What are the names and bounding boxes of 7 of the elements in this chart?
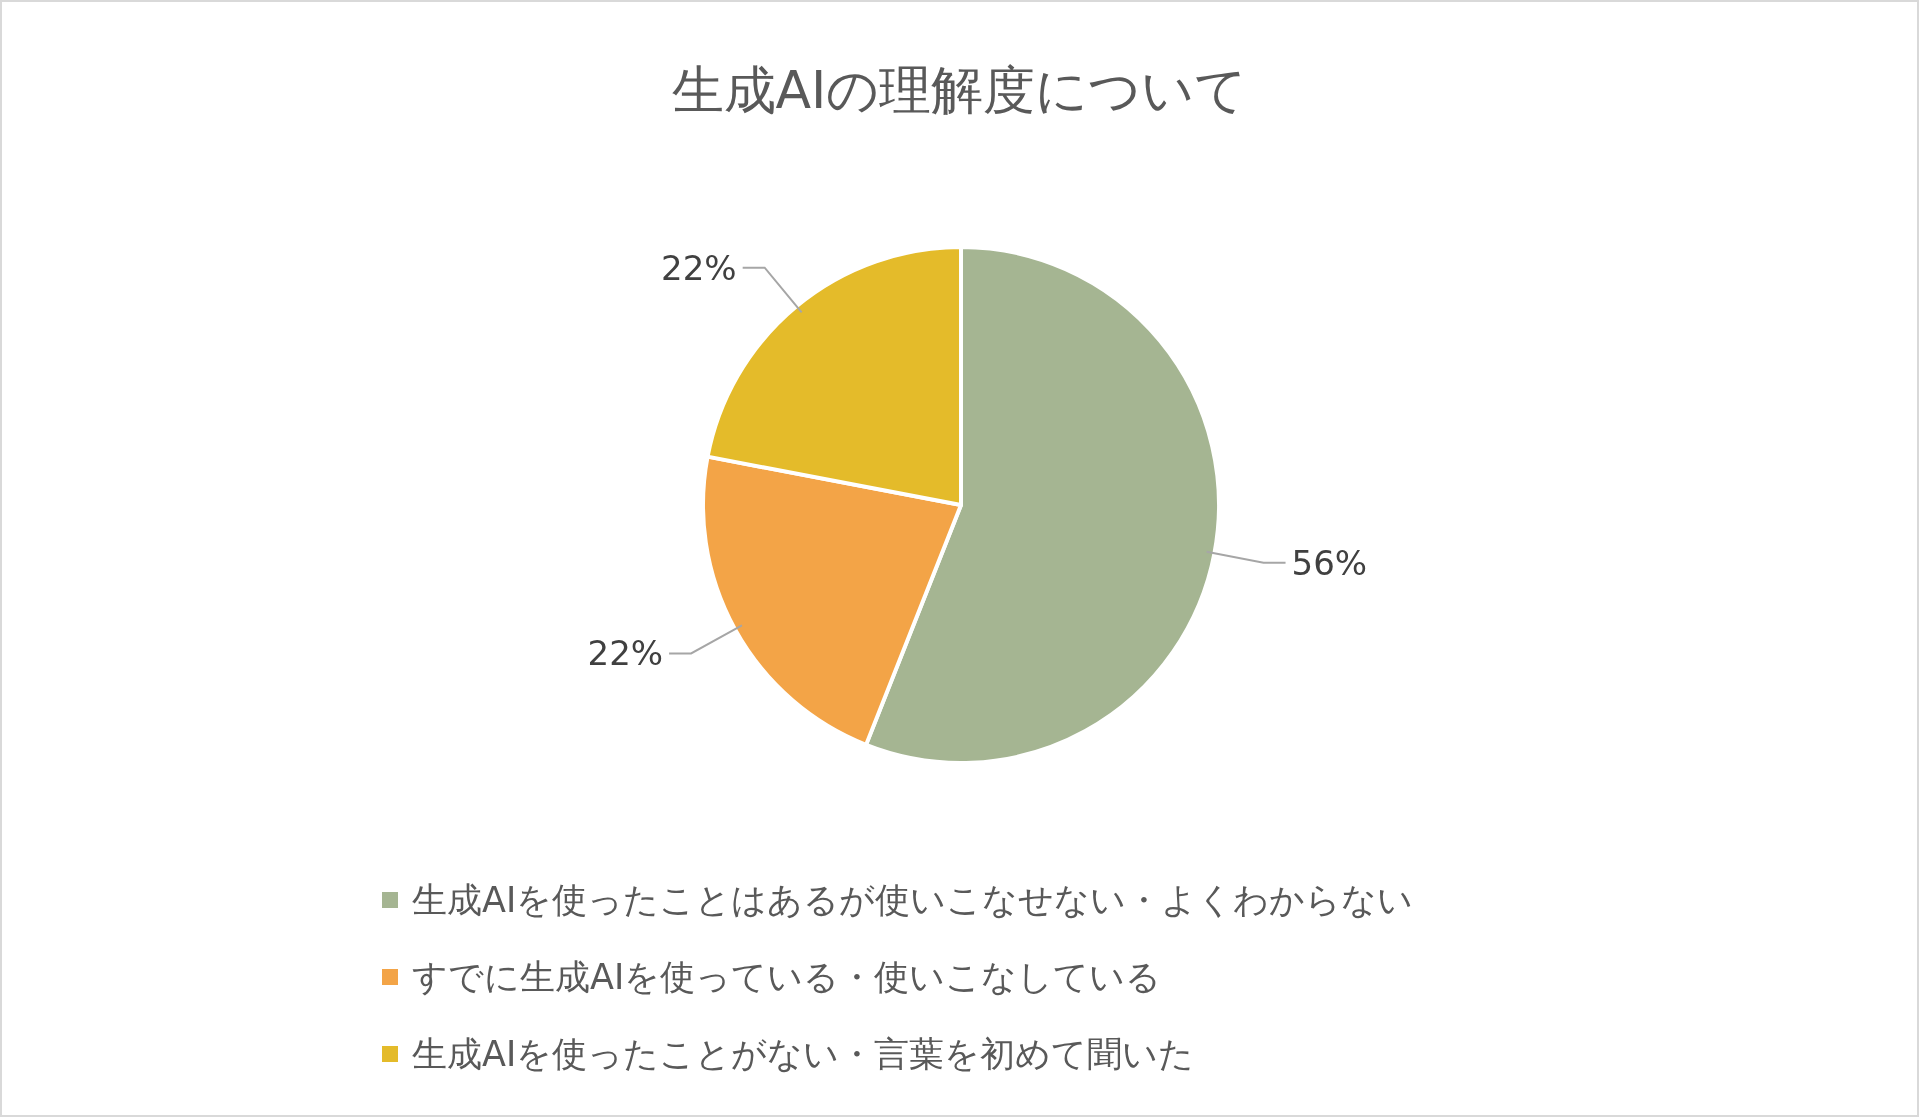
data-label: 22%	[587, 633, 664, 674]
legend-label: 生成AIを使ったことがない・言葉を初めて聞いた	[412, 1034, 1195, 1074]
legend-label: すでに生成AIを使っている・使いこなしている	[412, 957, 1162, 997]
legend-label: 生成AIを使ったことはあるが使いこなせない・よくわからない	[412, 880, 1414, 920]
chart-title: 生成AIの理解度について	[671, 60, 1248, 120]
data-label: 56%	[1291, 542, 1368, 583]
data-label: 22%	[661, 247, 737, 288]
